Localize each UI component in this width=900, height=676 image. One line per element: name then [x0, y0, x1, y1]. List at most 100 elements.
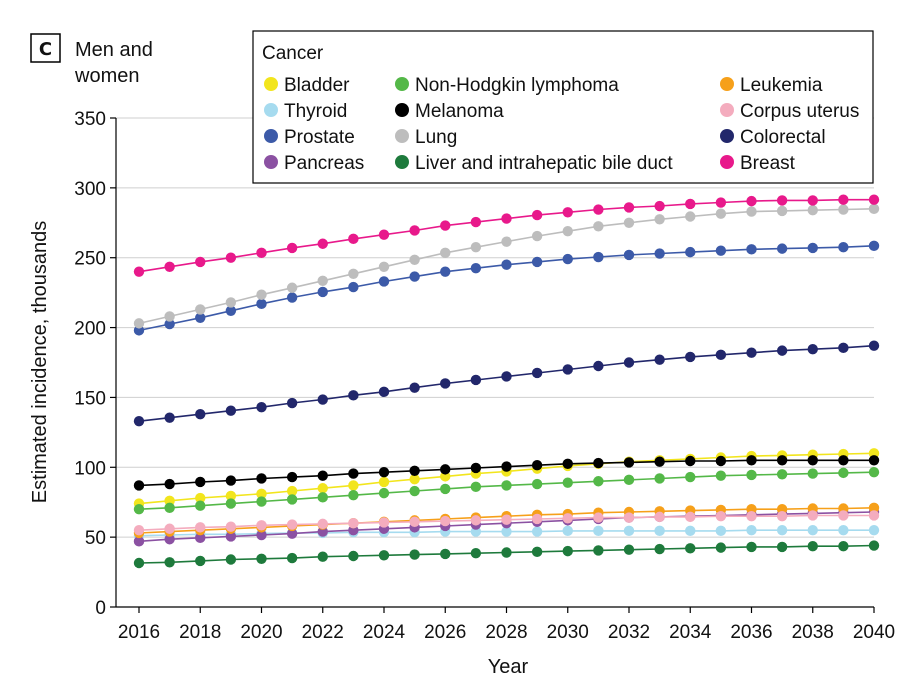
data-point — [654, 354, 665, 365]
legend-title: Cancer — [262, 43, 324, 64]
data-point — [348, 468, 359, 479]
data-point — [256, 402, 267, 413]
legend-item-lung: Lung — [395, 127, 457, 148]
data-point — [838, 204, 849, 215]
data-point — [470, 374, 482, 386]
data-point — [531, 513, 543, 525]
x-tick-label: 2028 — [485, 622, 527, 643]
data-point — [256, 496, 267, 507]
legend-label: Corpus uterus — [740, 101, 859, 122]
axes — [115, 118, 874, 608]
data-point — [868, 524, 880, 536]
data-point — [868, 203, 880, 215]
y-tick-label: 150 — [74, 388, 106, 409]
data-point — [746, 206, 757, 217]
data-point — [746, 347, 757, 358]
data-point — [409, 254, 420, 266]
data-point — [501, 547, 512, 558]
y-tick-label: 50 — [85, 528, 106, 549]
data-point — [133, 480, 145, 491]
data-point — [562, 513, 573, 524]
data-point — [286, 471, 298, 483]
x-tick-label: 2020 — [240, 622, 282, 643]
data-point — [440, 464, 451, 475]
data-point — [317, 238, 328, 249]
data-point — [225, 252, 237, 263]
data-point — [685, 543, 696, 554]
data-point — [685, 198, 696, 210]
data-point — [225, 498, 237, 509]
data-point — [378, 487, 390, 499]
data-point — [715, 525, 727, 537]
data-point — [715, 208, 727, 219]
data-point — [256, 298, 267, 310]
x-axis-ticks: 2016 2018 2020 2022 2024 2026 2028 2030 2032 2034… — [118, 607, 895, 643]
data-point — [133, 536, 145, 547]
legend-label: Bladder — [284, 75, 350, 96]
data-point — [562, 458, 573, 469]
data-point — [317, 483, 328, 494]
data-point — [133, 266, 145, 277]
legend-marker — [720, 103, 734, 117]
data-point — [776, 524, 788, 536]
panel-letter: C — [39, 39, 52, 60]
data-point — [868, 240, 880, 252]
series-colorectal — [133, 340, 880, 427]
data-point — [164, 478, 175, 490]
legend-item-corpus-uterus: Corpus uterus — [720, 101, 859, 122]
y-tick-label: 0 — [95, 598, 106, 619]
series-lung — [133, 203, 880, 329]
legend-label: Prostate — [284, 127, 355, 148]
data-point — [868, 502, 880, 514]
series-layer — [133, 194, 880, 569]
data-point — [195, 476, 206, 488]
data-point — [317, 518, 328, 530]
data-point — [715, 245, 727, 256]
data-point — [776, 205, 788, 217]
series-liver-and-intrahepatic-bile-duct — [133, 540, 880, 569]
data-point — [623, 525, 635, 537]
data-point — [593, 525, 604, 537]
data-point — [531, 526, 543, 537]
data-point — [562, 477, 573, 488]
data-point — [593, 204, 604, 215]
data-point — [348, 268, 359, 279]
data-point — [868, 340, 880, 351]
legend-marker — [264, 129, 278, 143]
data-point — [623, 217, 635, 228]
data-point — [286, 397, 298, 409]
data-point — [654, 456, 665, 467]
data-point — [501, 514, 512, 525]
data-point — [195, 532, 206, 544]
data-point — [286, 494, 298, 505]
data-point — [807, 541, 818, 552]
data-point — [286, 292, 298, 303]
data-point — [531, 230, 543, 242]
data-point — [470, 216, 482, 228]
legend-label: Pancreas — [284, 153, 364, 174]
data-point — [776, 541, 788, 553]
y-tick-label: 250 — [74, 249, 106, 270]
data-point — [838, 194, 849, 205]
data-point — [348, 233, 359, 245]
data-point — [286, 552, 298, 564]
data-point — [133, 504, 145, 515]
data-point — [317, 394, 328, 405]
data-point — [838, 524, 849, 536]
series-bladder — [133, 448, 880, 509]
data-point — [654, 214, 665, 225]
legend-marker — [720, 77, 734, 91]
series-line-prostate — [138, 245, 875, 332]
legend-item-liver-and-intrahepatic-bile-duct: Liver and intrahepatic bile duct — [395, 153, 673, 174]
data-point — [715, 455, 727, 467]
data-point — [807, 195, 818, 206]
data-point — [378, 386, 390, 398]
data-point — [593, 360, 604, 372]
legend-marker — [395, 77, 409, 91]
data-point — [562, 253, 573, 265]
data-point — [195, 304, 206, 315]
data-point — [378, 229, 390, 240]
data-point — [286, 519, 298, 530]
data-point — [868, 510, 880, 521]
legend-label: Thyroid — [284, 101, 347, 122]
